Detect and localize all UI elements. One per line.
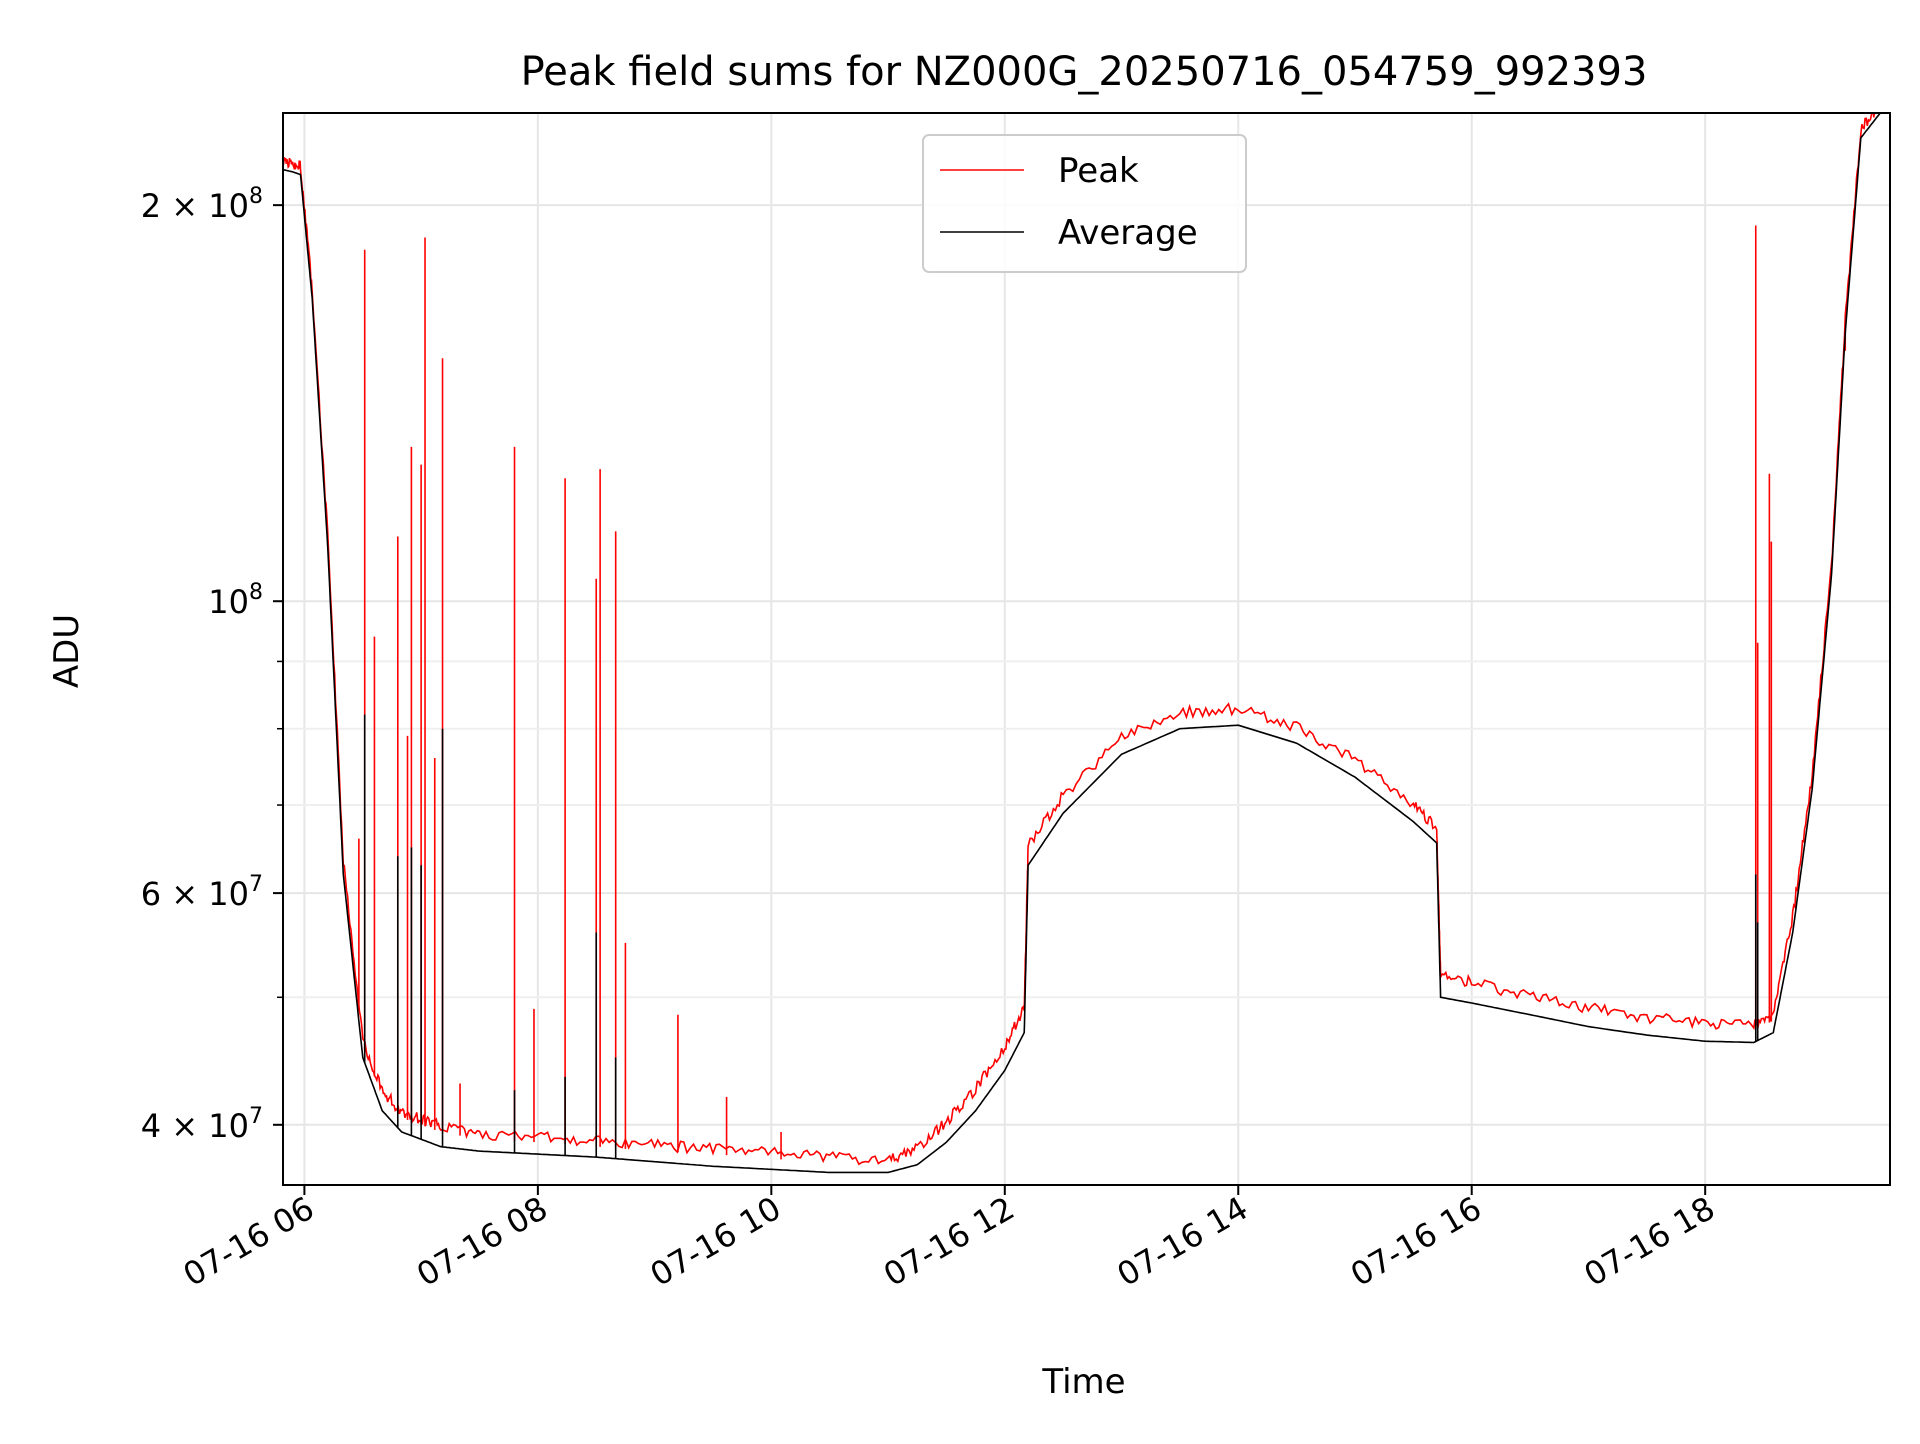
plot-frame: [282, 112, 1891, 1186]
y-axis-label: ADU: [47, 614, 87, 688]
series-average-line: [283, 113, 1881, 1174]
y-axis-ticks: 4 × 107 6 × 107 108 2 × 108: [141, 184, 283, 1145]
legend: Peak Average: [922, 134, 1247, 273]
x-axis-label: Time: [1041, 1362, 1125, 1402]
y-tick-label: 4 × 107: [141, 1104, 263, 1145]
y-tick-label: 6 × 107: [141, 872, 263, 913]
legend-peak-label: Peak: [1058, 151, 1139, 191]
chart-title: Peak field sums for NZ000G_20250716_0547…: [521, 49, 1648, 95]
plot-series-group: [283, 113, 1881, 1174]
y-tick-label: 108: [208, 580, 263, 621]
y-tick-label: 2 × 108: [141, 184, 263, 225]
legend-average-label: Average: [1058, 213, 1198, 253]
